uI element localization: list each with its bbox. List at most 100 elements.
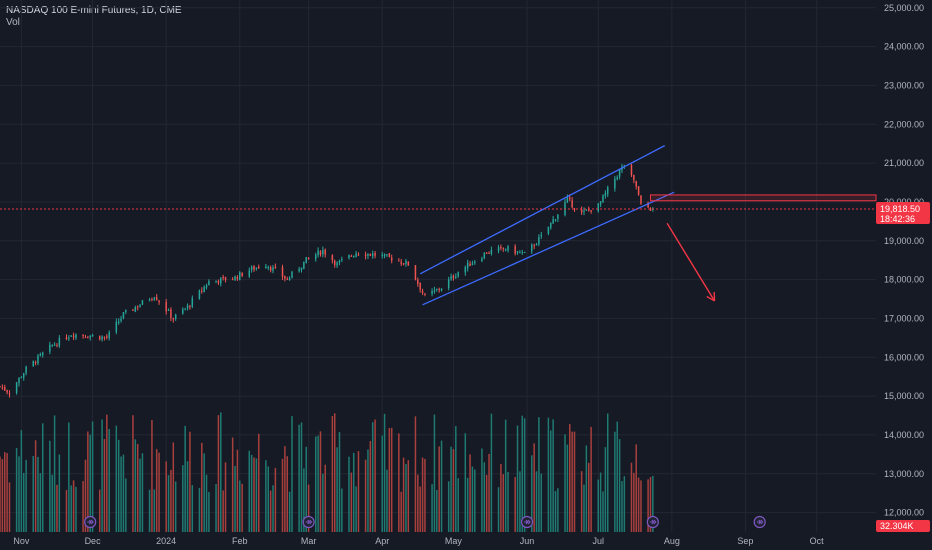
candle-body	[101, 336, 103, 340]
candle-body	[174, 314, 177, 319]
candle-body	[281, 267, 284, 277]
last-price-tag: 19,818.50 18:42:36	[876, 201, 930, 224]
volume-bar	[433, 414, 436, 532]
candle-body	[53, 344, 56, 346]
candle-body	[22, 373, 25, 378]
time-tick-label: Aug	[664, 536, 680, 546]
candle-body	[424, 293, 426, 295]
candle-body	[552, 219, 554, 224]
candle-body	[258, 266, 260, 269]
volume-bar	[205, 474, 208, 532]
volume-bar	[500, 464, 502, 532]
volume-bar	[488, 453, 490, 532]
candle-body	[540, 234, 543, 237]
candle-body	[136, 306, 139, 308]
price-axis[interactable]: 25,000.00 24,000.00 23,000.00 22,000.00 21,0…	[884, 3, 924, 518]
volume-bar	[324, 464, 326, 532]
candle-body	[614, 178, 616, 189]
time-axis[interactable]: Nov Dec 2024 Feb Mar Apr May Jun Jul Aug Sep Oct	[13, 536, 824, 546]
volume-bar	[0, 456, 1, 532]
candle-body	[205, 285, 208, 288]
volume-bar	[616, 421, 618, 532]
volume-bar	[514, 477, 516, 532]
candle-body	[597, 203, 599, 212]
candle-body	[98, 336, 101, 340]
volume-bar	[239, 480, 241, 532]
volume-bar	[341, 488, 343, 532]
candle-body	[341, 259, 343, 261]
volume-bar	[352, 452, 355, 532]
volume-bar	[39, 473, 42, 532]
candle-body	[314, 254, 317, 260]
volume-bar	[272, 485, 274, 532]
event-arrow-glyph	[524, 519, 531, 525]
candle-body	[616, 176, 618, 180]
candle-body	[431, 291, 433, 294]
candle-body	[208, 280, 210, 286]
candle-body	[141, 300, 144, 305]
candle-body	[438, 288, 440, 290]
volume-bar	[604, 447, 607, 532]
candle-body	[554, 219, 557, 221]
volume-bar	[504, 419, 507, 532]
volume-bar	[98, 489, 101, 532]
volume-bar	[174, 481, 177, 532]
candle-body	[120, 318, 122, 321]
candle-body	[288, 277, 291, 280]
volume-bar	[407, 460, 410, 532]
volume-bar	[265, 460, 267, 532]
candle-body	[91, 335, 94, 337]
time-tick-label: Nov	[13, 536, 30, 546]
candle-body	[336, 262, 338, 266]
time-tick-label: Apr	[375, 536, 389, 546]
volume-bar	[89, 434, 91, 532]
volume-bar	[564, 434, 566, 532]
volume-bar	[521, 415, 524, 532]
candle-body	[250, 266, 253, 271]
price-tick-label: 16,000.00	[884, 352, 924, 362]
candle-body	[106, 336, 108, 338]
volume-bar	[151, 419, 153, 532]
volume-bar	[208, 491, 210, 532]
volume-bar	[284, 446, 286, 532]
volume-bar	[189, 431, 191, 532]
candle-body	[417, 279, 419, 284]
price-tick-label: 17,000.00	[884, 313, 924, 323]
candle-body	[3, 387, 6, 391]
candle-body	[300, 267, 303, 270]
volume-bar	[533, 443, 535, 532]
volume-bar	[338, 431, 341, 532]
drawings	[419, 145, 877, 306]
volume-bar	[390, 427, 393, 532]
candle-body	[319, 251, 322, 255]
candle-body	[585, 209, 588, 211]
candle-body	[419, 282, 421, 290]
volume-bar	[485, 474, 488, 532]
volume-bar	[165, 461, 167, 532]
time-tick-label: May	[445, 536, 463, 546]
candle-body	[388, 253, 391, 257]
candle-body	[400, 261, 402, 264]
candle-body	[324, 249, 326, 255]
volume-bar	[424, 458, 426, 532]
volume-bar	[305, 446, 307, 532]
volume-bar	[497, 487, 500, 532]
candle-body	[298, 269, 300, 272]
price-tick-label: 22,000.00	[884, 119, 924, 129]
volume-bar	[288, 491, 291, 532]
volume-bar	[20, 430, 23, 532]
candle-body	[234, 276, 236, 281]
candle-body	[350, 255, 353, 257]
candle-body	[566, 197, 569, 203]
volume-bar	[333, 413, 336, 532]
candle-body	[165, 302, 167, 312]
volume-bar	[466, 477, 469, 532]
volume-bar	[132, 415, 134, 532]
volume-bar	[319, 431, 322, 532]
candle-body	[550, 222, 552, 228]
volume-bar	[170, 469, 172, 532]
candle-body	[407, 261, 410, 266]
volume-bar	[547, 417, 550, 532]
candle-body	[364, 254, 367, 257]
